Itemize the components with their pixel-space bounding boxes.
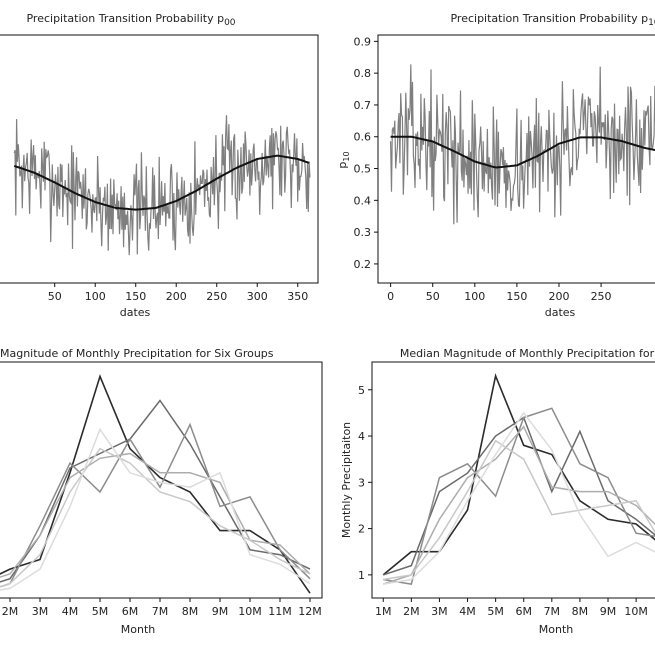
median-right-series-5 [383, 439, 655, 581]
p10-xtick-label: 200 [548, 290, 569, 303]
median-right-xtick-label: 2M [403, 605, 420, 618]
p10-xtick-label: 250 [591, 290, 612, 303]
median-right-ytick-label: 5 [358, 384, 365, 397]
median-left-axes-frame [0, 361, 323, 599]
panel-median-left-plot: 2M 3M 4M 5M 6M 7M 8M 9M 10M 11M 12M [0, 361, 323, 618]
median-right-series-4 [382, 425, 655, 585]
median-right-ytick-label: 4 [358, 430, 365, 443]
median-left-series-3 [0, 422, 311, 588]
median-right-ytick-label: 2 [358, 523, 365, 536]
median-right-xtick-label: 7M [544, 605, 561, 618]
median-left-xtick-label: 5M [92, 605, 109, 618]
median-right-xtick-label: 4M [459, 605, 476, 618]
median-right-series-6 [383, 411, 655, 585]
median-right-ytick-label: 1 [358, 569, 365, 582]
p10-ytick-label: 0.4 [354, 194, 372, 207]
median-right-xtick-label: 8M [572, 605, 589, 618]
median-left-xtick-label: 3M [32, 605, 49, 618]
median-left-xtick-label: 7M [152, 605, 169, 618]
p10-ytick-label: 0.9 [354, 35, 372, 48]
median-left-series-2 [0, 399, 311, 583]
p00-xtick-label: 300 [247, 290, 268, 303]
median-right-series-layer [382, 373, 655, 585]
median-right-xtick-label: 10M [624, 605, 648, 618]
p00-xtick-label: 100 [85, 290, 106, 303]
panel-p00-plot: 50 100 150 200 250 300 350 [0, 34, 319, 303]
median-right-xtick-label: 1M [375, 605, 392, 618]
panel-p00-xlabel: dates [120, 306, 151, 319]
median-left-series-4 [0, 452, 311, 578]
p10-daily-series [390, 64, 655, 225]
panel-median-left: Median Magnitude of Monthly Precipitatio… [0, 347, 323, 636]
panel-p10-title: Precipitation Transition Probability p10 [450, 12, 655, 28]
panel-p10-plot: 0 50 100 150 200 250 0.2 0.3 0.4 0.5 0.6 0.7 0.8 0.9 [354, 34, 655, 303]
panel-p00: Precipitation Transition Probability p00… [0, 12, 319, 319]
median-right-ytick-label: 3 [358, 476, 365, 489]
median-right-xtick-label: 5M [487, 605, 504, 618]
median-left-series-1 [0, 374, 311, 594]
panel-median-right-ylabel: Monthly Precipitaiton [340, 422, 353, 538]
panel-median-right-plot: 1M 2M 3M 4M 5M 6M 7M 8M 9M 10M 1 2 3 4 5 [358, 361, 655, 618]
panel-median-left-xlabel: Month [121, 623, 156, 636]
p10-ytick-label: 0.7 [354, 99, 372, 112]
median-left-xtick-label: 4M [62, 605, 79, 618]
panel-median-right-title: Median Magnitude of Monthly Precipitatio… [400, 347, 655, 360]
median-left-xtick-label: 8M [182, 605, 199, 618]
panel-median-right: Median Magnitude of Monthly Precipitatio… [340, 347, 655, 636]
median-right-axes-frame [371, 361, 655, 599]
median-left-xtick-label: 9M [212, 605, 229, 618]
p00-xtick-label: 250 [206, 290, 227, 303]
median-right-xtick-label: 6M [515, 605, 532, 618]
p10-xtick-label: 100 [464, 290, 485, 303]
p10-ytick-label: 0.5 [354, 163, 372, 176]
panel-p10-xlabel: dates [545, 306, 576, 319]
p10-ytick-label: 0.3 [354, 226, 372, 239]
p10-fitted-curve [390, 135, 655, 169]
median-left-xtick-label: 6M [122, 605, 139, 618]
p00-xtick-label: 150 [125, 290, 146, 303]
p10-axes-frame [377, 34, 655, 284]
p10-ytick-label: 0.8 [354, 67, 372, 80]
median-right-xtick-label: 3M [431, 605, 448, 618]
p10-ytick-label: 0.2 [354, 258, 372, 271]
panel-median-left-title: Median Magnitude of Monthly Precipitatio… [0, 347, 274, 360]
p10-series-layer [390, 64, 655, 225]
p00-xtick-label: 200 [166, 290, 187, 303]
median-left-series-layer [0, 374, 311, 594]
median-left-xtick-label: 10M [238, 605, 262, 618]
p00-xtick-label: 50 [48, 290, 62, 303]
panel-median-right-xlabel: Month [539, 623, 574, 636]
panel-p10: Precipitation Transition Probability p1 0… [336, 12, 655, 319]
median-right-series-1 [382, 373, 655, 576]
p00-axes-frame [0, 34, 319, 284]
panel-p00-title: Precipitation Transition Probability p00 [26, 12, 235, 28]
median-left-xtick-label: 2M [2, 605, 19, 618]
median-left-xtick-label: 12M [298, 605, 322, 618]
median-right-series-2 [382, 416, 655, 576]
p00-series-layer [13, 115, 311, 256]
median-right-series-3 [383, 407, 655, 585]
panel-p10-ylabel: p10 [336, 151, 351, 168]
p10-ytick-label: 0.6 [354, 131, 372, 144]
p10-xtick-label: 0 [387, 290, 394, 303]
p10-xtick-label: 150 [506, 290, 527, 303]
p10-xtick-label: 50 [426, 290, 440, 303]
p00-xtick-label: 350 [287, 290, 308, 303]
median-left-xtick-label: 11M [268, 605, 292, 618]
p00-daily-series [13, 115, 311, 256]
median-left-series-6 [0, 427, 311, 591]
median-right-xtick-label: 9M [600, 605, 617, 618]
p00-fitted-curve [13, 154, 310, 211]
